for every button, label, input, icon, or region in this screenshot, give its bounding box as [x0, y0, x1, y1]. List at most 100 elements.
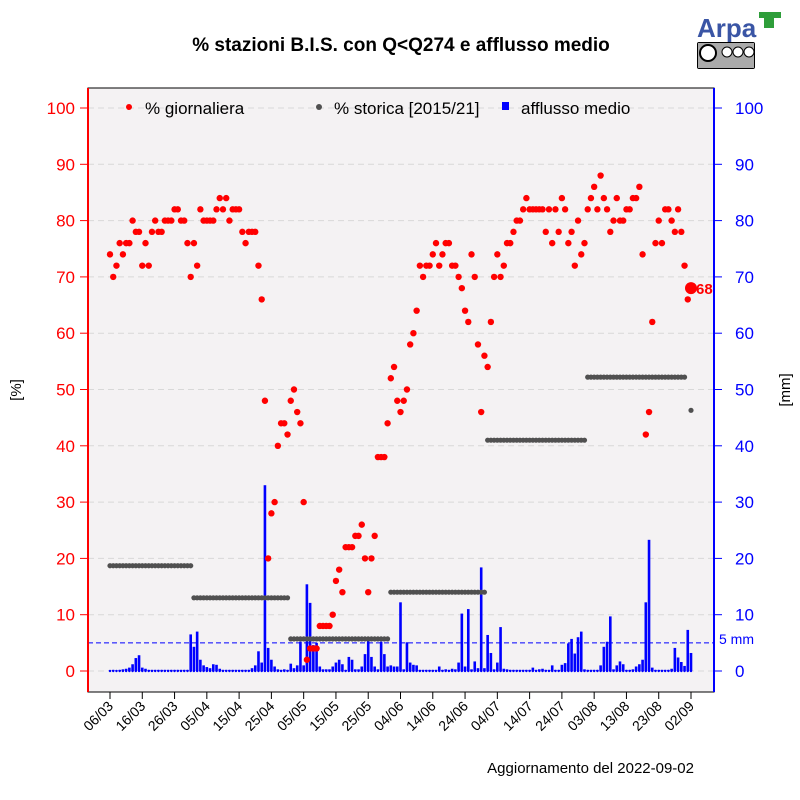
legend: % giornaliera % storica [2015/21] afflus…	[126, 99, 630, 118]
daily-point	[303, 656, 311, 663]
rain-base-point	[515, 669, 518, 673]
daily-point	[474, 341, 482, 348]
y-left-tick-label: 50	[56, 381, 75, 400]
rain-base-point	[195, 669, 199, 673]
daily-point	[368, 555, 375, 562]
daily-point	[432, 239, 440, 247]
rain-base-point	[131, 669, 134, 673]
rain-base-point	[386, 669, 389, 673]
rain-base-point	[402, 669, 405, 673]
rain-bar	[257, 651, 260, 671]
daily-point	[581, 239, 588, 247]
rain-base-point	[547, 669, 551, 673]
daily-point	[281, 420, 288, 427]
daily-point	[287, 397, 294, 404]
rain-base-point	[318, 669, 322, 673]
daily-point	[355, 532, 362, 540]
daily-point	[607, 228, 614, 236]
rain-base-point	[418, 669, 422, 673]
rain-base-point	[438, 669, 441, 673]
rain-bar	[457, 662, 460, 671]
daily-point	[413, 307, 420, 314]
rain-bar	[605, 641, 609, 671]
rain-base-point	[473, 669, 476, 673]
rain-base-point	[583, 669, 586, 673]
rain-bar	[266, 647, 270, 671]
y-left-tick-label: 40	[56, 437, 75, 456]
rain-base-point	[415, 669, 418, 673]
daily-point	[590, 183, 598, 191]
rain-bar	[289, 663, 293, 671]
rain-bar	[205, 667, 209, 671]
rain-base-point	[373, 669, 376, 673]
legend-rain-label: afflusso medio	[521, 99, 630, 118]
rain-bar	[531, 667, 535, 671]
rain-bar	[318, 666, 322, 671]
rain-base-point	[367, 669, 370, 673]
daily-point	[258, 296, 265, 303]
rain-base-point	[599, 669, 602, 673]
rain-base-point	[444, 669, 447, 673]
rain-base-point	[173, 669, 176, 673]
rain-bar	[389, 665, 393, 671]
daily-point	[561, 206, 569, 213]
rain-bar	[302, 665, 305, 671]
rain-base-point	[428, 669, 431, 673]
y-right-tick-label: 30	[735, 493, 754, 512]
daily-point	[636, 183, 643, 191]
rain-base-point	[208, 669, 212, 673]
rain-bar	[189, 634, 192, 671]
daily-point	[264, 555, 272, 562]
rain-base-point	[334, 669, 338, 673]
rain-bar	[386, 666, 389, 671]
rain-bar	[315, 642, 318, 671]
daily-point	[235, 206, 243, 213]
daily-point	[497, 273, 504, 281]
rain-base-point	[467, 669, 470, 673]
rain-bar	[560, 664, 564, 671]
rain-bar	[473, 661, 477, 671]
rain-base-point	[283, 669, 286, 673]
y-right-tick-label: 90	[735, 155, 754, 174]
daily-point	[271, 498, 278, 506]
rain-base-point	[263, 669, 267, 673]
daily-point	[471, 273, 478, 281]
x-tick-label: 25/04	[241, 698, 277, 734]
rain-base-point	[160, 669, 163, 673]
rain-base-point	[321, 669, 325, 673]
historic-point	[481, 589, 488, 595]
daily-point	[574, 217, 582, 224]
rain-bar	[312, 645, 315, 671]
x-tick-label: 15/05	[306, 698, 342, 734]
rain-bar	[641, 659, 644, 671]
y-axis-left-label: [%]	[8, 379, 25, 401]
daily-point	[190, 239, 198, 247]
rain-bar	[683, 665, 686, 671]
daily-point	[578, 251, 585, 258]
legend-historic-label: % storica [2015/21]	[334, 99, 480, 118]
y-right-tick-label: 0	[735, 662, 744, 681]
rain-bar	[412, 664, 415, 671]
historic-point	[681, 374, 688, 380]
daily-point	[416, 262, 424, 269]
rain-bar	[415, 665, 418, 671]
daily-point	[439, 251, 446, 258]
rain-bar	[260, 662, 264, 671]
rain-base-point	[344, 669, 347, 673]
daily-point	[158, 228, 165, 236]
rain-bar	[263, 485, 267, 671]
daily-point	[481, 352, 488, 359]
daily-point	[639, 251, 646, 258]
daily-point	[555, 228, 562, 236]
daily-point	[216, 194, 223, 202]
x-tick-label: 24/06	[435, 698, 471, 734]
daily-point	[568, 228, 575, 236]
rain-base-point	[596, 669, 599, 673]
rain-base-point	[341, 669, 344, 673]
daily-point	[397, 408, 404, 416]
rain-base-point	[228, 669, 231, 673]
rain-bar	[392, 666, 396, 671]
daily-point	[400, 397, 407, 404]
rain-base-point	[312, 669, 315, 673]
rain-bar	[350, 659, 354, 671]
